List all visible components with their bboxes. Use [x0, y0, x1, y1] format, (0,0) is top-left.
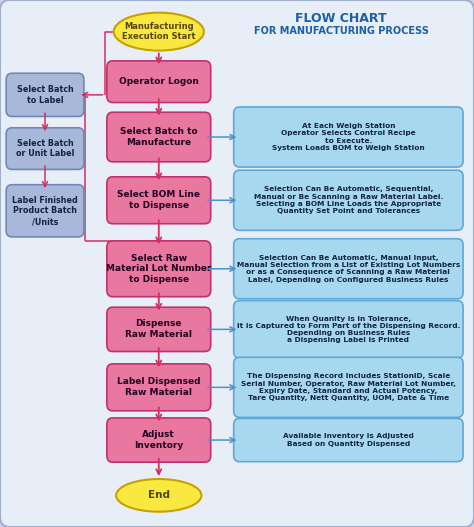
Text: Select BOM Line
to Dispense: Select BOM Line to Dispense — [117, 190, 201, 210]
FancyBboxPatch shape — [107, 112, 210, 162]
Text: Label Dispensed
Raw Material: Label Dispensed Raw Material — [117, 377, 201, 397]
Ellipse shape — [114, 13, 204, 51]
Text: Select Batch
or Unit Label: Select Batch or Unit Label — [16, 139, 74, 159]
Text: Available Inventory is Adjusted
Based on Quantity Dispensed: Available Inventory is Adjusted Based on… — [283, 433, 414, 447]
Text: At Each Weigh Station
Operator Selects Control Recipe
to Execute.
System Loads B: At Each Weigh Station Operator Selects C… — [272, 123, 425, 151]
FancyBboxPatch shape — [234, 107, 463, 167]
FancyBboxPatch shape — [107, 364, 210, 411]
Text: End: End — [148, 491, 170, 500]
FancyBboxPatch shape — [107, 307, 210, 352]
Text: Select Raw
Material Lot Number
to Dispense: Select Raw Material Lot Number to Dispen… — [106, 253, 211, 284]
Text: Selection Can Be Automatic, Sequential,
Manual or Be Scanning a Raw Material Lab: Selection Can Be Automatic, Sequential, … — [254, 187, 443, 214]
FancyBboxPatch shape — [107, 241, 210, 297]
FancyBboxPatch shape — [6, 128, 84, 170]
FancyBboxPatch shape — [234, 239, 463, 299]
Text: Select Batch
to Label: Select Batch to Label — [17, 85, 73, 105]
Text: The Dispensing Record Includes StationID, Scale
Serial Number, Operator, Raw Mat: The Dispensing Record Includes StationID… — [241, 374, 456, 401]
Text: FOR MANUFACTURING PROCESS: FOR MANUFACTURING PROCESS — [254, 26, 428, 35]
Text: Dispense
Raw Material: Dispense Raw Material — [125, 319, 192, 339]
Text: Select Batch to
Manufacture: Select Batch to Manufacture — [120, 127, 198, 147]
FancyBboxPatch shape — [234, 300, 463, 358]
Text: FLOW CHART: FLOW CHART — [295, 12, 387, 25]
Text: When Quanity is in Tolerance,
It is Captured to Form Part of the Dispensing Reco: When Quanity is in Tolerance, It is Capt… — [237, 316, 460, 343]
Text: Selection Can Be Automatic, Manual Input,
Manual Selection from a List of Existi: Selection Can Be Automatic, Manual Input… — [237, 255, 460, 282]
Text: Label Finished
Product Batch
/Units: Label Finished Product Batch /Units — [12, 196, 78, 226]
FancyBboxPatch shape — [6, 185, 84, 237]
Text: Adjust
Inventory: Adjust Inventory — [134, 430, 183, 450]
Text: Manufacturing
Execution Start: Manufacturing Execution Start — [122, 22, 196, 41]
Ellipse shape — [116, 479, 201, 512]
FancyBboxPatch shape — [234, 357, 463, 417]
FancyBboxPatch shape — [107, 61, 210, 102]
FancyBboxPatch shape — [234, 418, 463, 462]
FancyBboxPatch shape — [107, 418, 210, 462]
FancyBboxPatch shape — [107, 177, 210, 223]
Text: Operator Logon: Operator Logon — [119, 77, 199, 86]
FancyBboxPatch shape — [6, 73, 84, 116]
FancyBboxPatch shape — [234, 170, 463, 230]
